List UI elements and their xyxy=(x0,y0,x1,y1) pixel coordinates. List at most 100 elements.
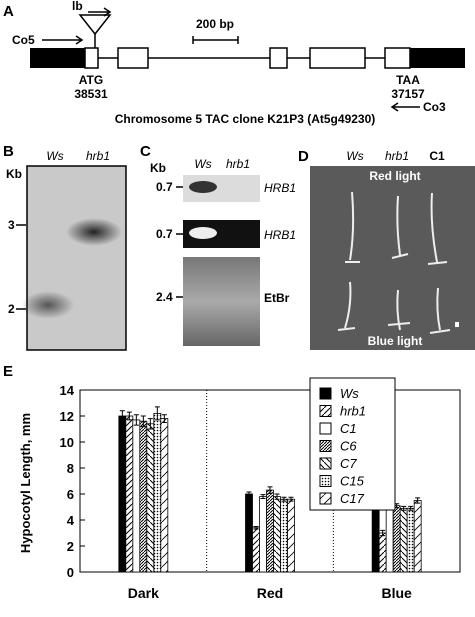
utr xyxy=(30,48,85,68)
error-bar xyxy=(401,505,407,511)
blot-image xyxy=(26,165,127,351)
bar xyxy=(118,415,127,573)
y-tick-label: 4 xyxy=(67,513,75,528)
error-bar xyxy=(119,410,125,422)
band xyxy=(189,227,217,239)
panel-label: C xyxy=(140,143,151,160)
lane-label: Ws xyxy=(194,157,211,171)
legend-label: C7 xyxy=(340,456,357,471)
band xyxy=(66,218,122,246)
panel-label: D xyxy=(298,148,309,165)
y-axis-label: Hypocotyl Length, mm xyxy=(18,413,33,553)
bar xyxy=(160,418,169,573)
bar xyxy=(378,532,387,573)
panel-e: E Hypocotyl Length, mm 0 2 4 6 8 10 12 14 Dark Re… xyxy=(3,363,461,601)
x-tick-label: Red xyxy=(257,585,283,601)
panel-label: B xyxy=(3,143,14,160)
exon xyxy=(117,47,149,69)
scale-label: 200 bp xyxy=(196,17,234,31)
primer-label: Co3 xyxy=(423,100,446,114)
size-marker: 0.7 xyxy=(156,180,173,194)
error-bar xyxy=(281,496,287,502)
bar xyxy=(287,498,295,573)
exon xyxy=(384,47,411,69)
start-codon: ATG xyxy=(79,73,103,87)
row-label: HRB1 xyxy=(264,228,296,242)
scale-bar xyxy=(192,36,239,44)
exon xyxy=(84,47,99,69)
size-marker: 2.4 xyxy=(156,290,173,304)
unit-label: Kb xyxy=(150,161,166,175)
x-tick-label: Blue xyxy=(381,585,412,601)
lane-label: C1 xyxy=(429,149,445,163)
unit-label: Kb xyxy=(6,167,22,181)
scale-bar xyxy=(455,322,459,327)
y-tick-label: 12 xyxy=(60,409,74,424)
lane-label: hrb1 xyxy=(385,149,409,163)
bar xyxy=(132,419,141,573)
bar xyxy=(139,420,148,573)
y-tick-label: 10 xyxy=(60,435,74,450)
x-tick-label: Dark xyxy=(128,585,159,601)
row-label: HRB1 xyxy=(264,181,296,195)
row-label: EtBr xyxy=(264,291,290,305)
primer-arrow xyxy=(390,102,420,112)
error-bar xyxy=(133,414,139,426)
error-bar xyxy=(267,486,273,494)
panel-c: C Kb Ws hrb1 0.7 0.7 2.4 HRB1 HRB1 EtBr xyxy=(140,143,296,346)
exon xyxy=(269,47,288,69)
primer-label: Co5 xyxy=(12,33,35,47)
y-tick-label: 0 xyxy=(67,565,74,580)
legend-swatch xyxy=(319,387,332,400)
legend-swatch xyxy=(319,457,332,470)
panel-d: D Ws hrb1 C1 Red light Blue light xyxy=(298,148,475,350)
error-bar xyxy=(161,414,167,423)
bar xyxy=(371,501,380,573)
bar xyxy=(280,498,288,573)
legend-label: C17 xyxy=(340,491,365,506)
lane-label: hrb1 xyxy=(86,149,110,163)
exon xyxy=(309,47,366,69)
bar xyxy=(252,527,260,573)
bar xyxy=(125,415,134,573)
bar xyxy=(399,507,408,573)
legend-label: C15 xyxy=(340,474,365,489)
error-bar xyxy=(246,491,252,497)
primer-arrow xyxy=(42,35,84,45)
caption: Chromosome 5 TAC clone K21P3 (At5g49230) xyxy=(115,112,376,126)
error-bar xyxy=(408,505,414,511)
lane-label: hrb1 xyxy=(226,157,250,171)
bar xyxy=(385,503,394,573)
size-marker: 2 xyxy=(8,302,15,316)
primer-label: lb xyxy=(72,0,83,13)
error-bar xyxy=(274,493,280,500)
legend-swatch xyxy=(319,405,332,417)
legend-label: hrb1 xyxy=(340,404,366,419)
stop-codon: TAA xyxy=(396,73,420,87)
error-bar xyxy=(260,494,266,500)
error-bar xyxy=(288,496,294,502)
y-tick-label: 14 xyxy=(60,383,75,398)
gel-image xyxy=(183,257,260,346)
size-marker: 3 xyxy=(8,218,15,232)
bar xyxy=(259,496,267,573)
error-bar xyxy=(147,418,153,430)
band xyxy=(189,181,217,193)
legend-swatch xyxy=(319,492,332,505)
size-marker: 0.7 xyxy=(156,227,173,241)
legend-swatch xyxy=(319,422,332,435)
legend-label: C1 xyxy=(340,421,357,436)
seedlings xyxy=(337,191,451,334)
bar xyxy=(153,412,162,573)
panel-b: B Kb Ws hrb1 3 2 xyxy=(3,143,127,351)
panel-label: E xyxy=(3,363,13,380)
stop-position: 37157 xyxy=(391,87,425,101)
bar xyxy=(245,493,253,573)
error-bar xyxy=(154,406,160,421)
error-bar xyxy=(140,415,146,427)
t-dna-insert xyxy=(78,14,112,36)
bar xyxy=(413,500,422,573)
y-tick-label: 6 xyxy=(67,487,74,502)
error-bar xyxy=(253,526,259,530)
